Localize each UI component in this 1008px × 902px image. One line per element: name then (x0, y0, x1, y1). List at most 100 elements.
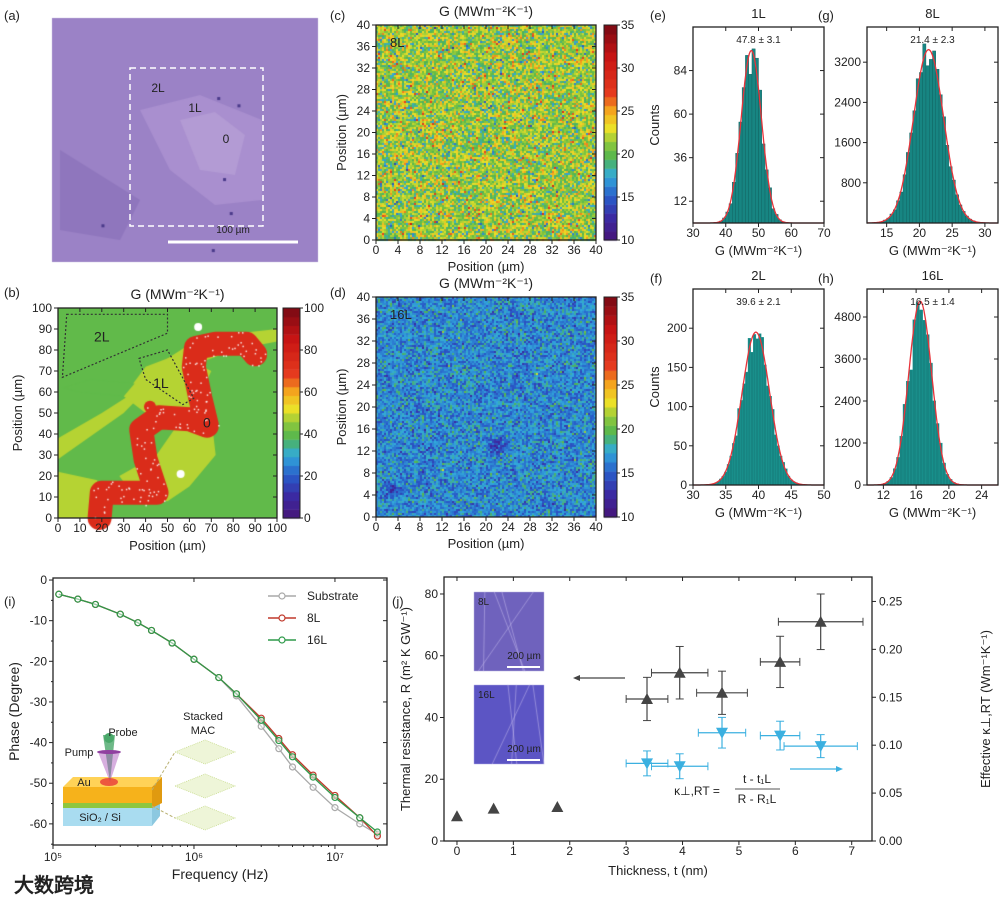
colorbar-tick-label: 80 (304, 343, 318, 357)
colorbar-tick-label: 35 (621, 18, 635, 32)
series-kappa (625, 716, 858, 780)
x-tick-label: 12 (877, 488, 891, 502)
mac-layer-sheet (173, 739, 237, 765)
y2-axis-label: Effective κ⊥,RT (Wm⁻¹K⁻¹) (978, 630, 993, 788)
data-point (309, 773, 317, 781)
region-label-2L: 2L (94, 329, 110, 345)
data-point (215, 673, 223, 682)
legend-label: 8L (307, 611, 321, 625)
data-point (356, 814, 364, 822)
y-tick-label: 0 (680, 478, 687, 492)
x-tick-label: 32 (545, 243, 559, 257)
histogram-bar (753, 334, 757, 486)
x-tick-label: 45 (785, 488, 799, 502)
x-tick-label: 4 (395, 520, 402, 534)
histogram-bar (760, 337, 764, 486)
panel-label-i: (i) (4, 594, 16, 609)
y-tick-label: 40 (357, 290, 371, 304)
y-tick-label: 2400 (834, 394, 861, 408)
x-tick-label: 20 (942, 488, 956, 502)
x-tick-label: 36 (567, 243, 581, 257)
gaussian-fit-curve (867, 48, 998, 224)
probe-label: Probe (108, 727, 137, 739)
y-tick-label: 0 (45, 511, 52, 525)
data-point (288, 753, 297, 761)
colorbar-tick-label: 10 (621, 510, 635, 524)
substrate-label: SiO₂ / Si (79, 812, 121, 824)
histogram-bar (739, 400, 743, 486)
x-tick-label: 10 (73, 521, 87, 535)
zoom-line (151, 805, 176, 819)
outline-2L (61, 313, 169, 379)
x-tick-label: 10⁶ (185, 850, 203, 864)
y-tick-label: 40 (425, 710, 439, 724)
histogram-bar (948, 166, 953, 224)
panel-label-f: (f) (650, 271, 662, 286)
y-axis-label: Counts (647, 366, 662, 408)
y2-tick-label: 0.00 (879, 834, 903, 848)
x-tick-label: 40 (589, 520, 603, 534)
colorbar-tick-label: 30 (621, 334, 635, 348)
data-point (275, 745, 283, 753)
data-point (373, 828, 381, 836)
pump-beam (98, 752, 120, 782)
sio2-substrate (63, 808, 152, 826)
x-tick-label: 50 (817, 488, 831, 502)
plot-frame (52, 577, 388, 846)
fit-annotation: 16.5 ± 1.4 (910, 297, 955, 308)
data-point (774, 730, 787, 742)
histogram-bar (750, 352, 754, 486)
x-tick-label: 20 (913, 226, 927, 240)
histogram-bar (766, 385, 770, 486)
y-tick-label: -50 (30, 776, 48, 790)
data-point (716, 727, 729, 739)
x-tick-label: 0 (454, 844, 461, 858)
y-tick-label: 12 (674, 194, 688, 208)
x-tick-label: 32 (545, 520, 559, 534)
data-point (673, 761, 686, 773)
y-tick-label: 0 (431, 834, 438, 848)
panel-label-b: (b) (4, 285, 20, 300)
y-tick-label: -60 (30, 817, 48, 831)
mac-label: MAC (191, 725, 216, 737)
y-tick-label: 10 (39, 490, 53, 504)
histogram-bar (909, 132, 914, 224)
data-point (55, 590, 63, 598)
legend-label: 16L (307, 633, 327, 647)
x-tick-label: 30 (686, 226, 700, 240)
y-tick-label: 100 (32, 301, 52, 315)
panel-title: 1L (751, 6, 765, 21)
y2-tick-label: 0.05 (879, 786, 903, 800)
y-tick-label: 4800 (834, 310, 861, 324)
formula-numerator: t - t₁L (743, 772, 771, 786)
probe-lens (104, 733, 114, 743)
histogram-bar (734, 435, 738, 486)
colorbar-tick-label: 35 (621, 290, 635, 304)
y-tick-label: 800 (841, 176, 861, 190)
x-axis-label: Position (µm) (448, 536, 525, 551)
panel-label-c: (c) (330, 8, 345, 23)
y-axis-label: Position (µm) (334, 94, 349, 171)
data-point (275, 736, 283, 745)
layer-label-1L: 1L (188, 101, 202, 115)
x-axis-label: G (MWm⁻²K⁻¹) (889, 505, 976, 520)
histogram-bar (774, 434, 778, 486)
data-point (232, 690, 241, 698)
y-tick-label: 20 (39, 469, 53, 483)
x-tick-label: 30 (117, 521, 131, 535)
x-axis-label: G (MWm⁻²K⁻¹) (715, 243, 802, 258)
x-axis-label: G (MWm⁻²K⁻¹) (715, 505, 802, 520)
x-tick-label: 16 (457, 520, 471, 534)
layer-label-2L: 2L (151, 81, 165, 95)
data-point (450, 810, 463, 822)
legend-marker (278, 592, 286, 600)
x-tick-label: 40 (589, 243, 603, 257)
histogram-bar (938, 94, 943, 224)
y-tick-label: 0 (363, 233, 370, 247)
y2-tick-label: 0.15 (879, 690, 903, 704)
colorbar-tick-label: 20 (621, 422, 635, 436)
y-tick-label: 150 (667, 360, 687, 374)
x-tick-label: 40 (139, 521, 153, 535)
colorbar-tick-label: 30 (621, 61, 635, 75)
histogram-bar (925, 65, 930, 224)
